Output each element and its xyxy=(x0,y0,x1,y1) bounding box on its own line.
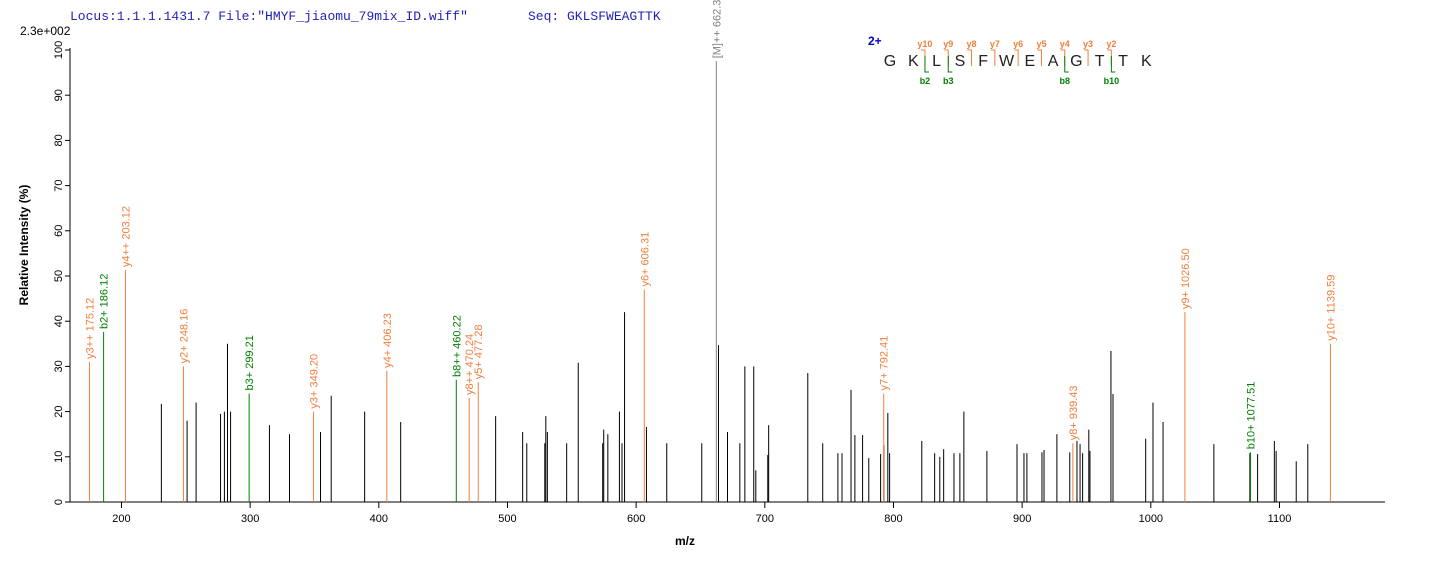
x-tick-label: 700 xyxy=(756,513,774,525)
y-ion: y9 xyxy=(943,39,953,49)
peak-label: y8+ 939.43 xyxy=(1068,385,1080,440)
peak-label: b2+ 186.12 xyxy=(99,274,111,329)
x-tick-label: 400 xyxy=(370,513,388,525)
y-break xyxy=(1060,49,1066,66)
scale-label: 2.3e+002 xyxy=(20,24,71,38)
b-ion: b3 xyxy=(943,76,954,86)
x-tick-label: 300 xyxy=(241,513,259,525)
peak-label: y3+ 349.20 xyxy=(308,354,320,409)
peak-label: y4+ 406.23 xyxy=(382,313,394,368)
y-break xyxy=(990,49,996,66)
y-ion: y4 xyxy=(1060,39,1070,49)
x-tick-label: 800 xyxy=(884,513,902,525)
y-tick-label: 90 xyxy=(53,89,65,101)
peak-label: b8++ 460.22 xyxy=(451,315,463,377)
peak-label: y2+ 248.16 xyxy=(178,309,190,364)
x-tick-label: 600 xyxy=(627,513,645,525)
b-break xyxy=(1110,56,1116,73)
x-tick-label: 200 xyxy=(112,513,130,525)
sequence-label: Seq: GKLSFWEAGTTK xyxy=(528,9,661,24)
residue: F xyxy=(978,53,988,70)
residue: G xyxy=(1070,53,1082,70)
residue: W xyxy=(999,53,1015,70)
b-ion: b2 xyxy=(920,76,931,86)
y-ion: y8 xyxy=(967,39,977,49)
peak-label: y5+ 477.28 xyxy=(473,324,485,379)
peak-label: [M]++ 662.3 xyxy=(711,0,723,58)
y-ion: y5 xyxy=(1036,39,1046,49)
peak-label: y6+ 606.31 xyxy=(639,232,651,287)
b-break xyxy=(947,56,953,73)
y-ion: y7 xyxy=(990,39,1000,49)
y-tick-label: 50 xyxy=(53,270,65,282)
residue: L xyxy=(932,53,941,70)
y-tick-label: 70 xyxy=(53,179,65,191)
residue: A xyxy=(1048,53,1059,70)
peak-label: b10+ 1077.51 xyxy=(1246,382,1258,450)
y-break xyxy=(1107,49,1112,66)
y-tick-label: 80 xyxy=(53,134,65,146)
peak-label: b3+ 299.21 xyxy=(244,335,256,390)
x-tick-label: 500 xyxy=(498,513,516,525)
peak-label: y10+ 1139.59 xyxy=(1325,275,1337,341)
y-ion: y6 xyxy=(1013,39,1023,49)
y-ion: y2 xyxy=(1106,39,1116,49)
y-break xyxy=(920,49,926,66)
y-break xyxy=(1014,49,1019,66)
peak-label: y3++ 175.12 xyxy=(84,298,96,359)
y-tick-label: 0 xyxy=(53,499,65,505)
x-tick-label: 1100 xyxy=(1268,513,1292,525)
y-tick-label: 10 xyxy=(53,451,65,463)
y-tick-label: 60 xyxy=(53,225,65,237)
x-tick-label: 900 xyxy=(1013,513,1031,525)
peak-label: y9+ 1026.50 xyxy=(1180,248,1192,309)
charge: 2+ xyxy=(868,34,882,48)
residue: K xyxy=(1141,53,1152,70)
y-tick-label: 30 xyxy=(53,360,65,372)
residue: T xyxy=(1118,53,1128,70)
peak-label: y8++ 470.24 xyxy=(464,334,476,395)
peak-label: y4++ 203.12 xyxy=(120,206,132,267)
b-ion: b10 xyxy=(1104,76,1120,86)
y-break xyxy=(967,49,973,66)
y-ion: y10 xyxy=(917,39,932,49)
x-tick-label: 1000 xyxy=(1139,513,1163,525)
x-axis-title: m/z xyxy=(675,534,695,548)
b-break xyxy=(924,56,929,73)
y-break xyxy=(944,49,949,66)
b-ion: b8 xyxy=(1059,76,1070,86)
y-ion: y3 xyxy=(1083,39,1093,49)
y-tick-label: 40 xyxy=(53,315,65,327)
y-axis-title: Relative Intensity (%) xyxy=(17,185,31,306)
y-tick-label: 20 xyxy=(53,405,65,417)
residue: S xyxy=(955,53,966,70)
peak-label: y7+ 792.41 xyxy=(879,336,891,391)
b-break xyxy=(1064,56,1069,73)
residue: G xyxy=(884,53,896,70)
residue: K xyxy=(908,53,919,70)
y-tick-label: 100 xyxy=(53,41,65,59)
residue: T xyxy=(1095,53,1105,70)
y-break xyxy=(1037,49,1042,66)
residue: E xyxy=(1024,53,1035,70)
header: Locus:1.1.1.1431.7 File:"HMYF_jiaomu_79m… xyxy=(70,9,468,24)
y-break xyxy=(1084,49,1089,66)
